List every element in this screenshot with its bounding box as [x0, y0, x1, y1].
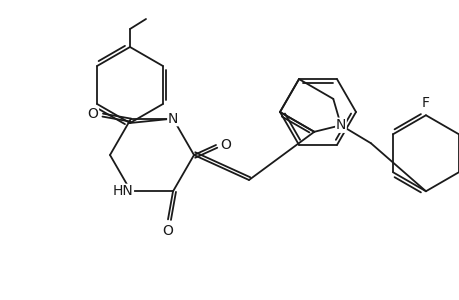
Text: O: O — [220, 138, 231, 152]
Text: HN: HN — [112, 184, 133, 198]
Text: O: O — [162, 224, 173, 239]
Text: N: N — [335, 118, 345, 132]
Text: O: O — [87, 106, 98, 121]
Text: F: F — [421, 96, 429, 110]
Text: N: N — [168, 112, 178, 126]
